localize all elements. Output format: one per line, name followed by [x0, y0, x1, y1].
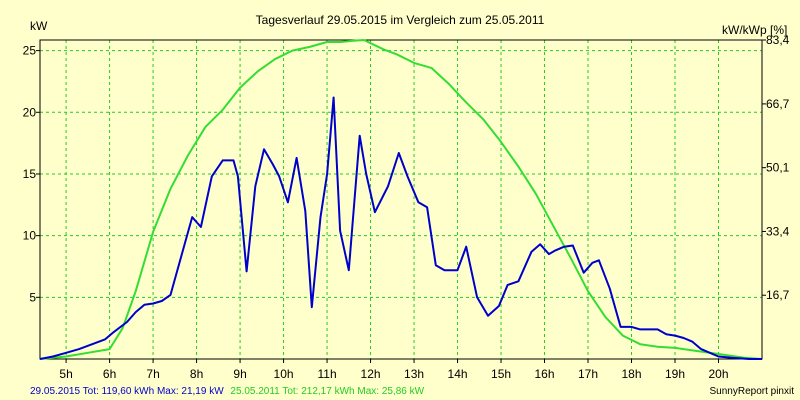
footer-legend-series-1: 29.05.2015 Tot: 119,60 kWh Max: 21,19 kW [30, 386, 224, 397]
x-tick-label: 7h [146, 367, 159, 381]
x-tick-label: 12h [361, 367, 381, 381]
y-tick-label-right: 16,7 [766, 288, 790, 302]
series-lines [39, 39, 763, 360]
x-tick-label: 18h [622, 367, 642, 381]
x-tick-label: 14h [448, 367, 468, 381]
y-tick-label-left: 15 [23, 167, 37, 181]
x-tick-label: 15h [491, 367, 511, 381]
chart-labels: Tagesverlauf 29.05.2015 im Vergleich zum… [30, 13, 794, 397]
x-tick-label: 19h [665, 367, 685, 381]
y-tick-label-left: 25 [23, 44, 37, 58]
y-tick-label-right: 33,4 [766, 224, 790, 238]
plot-area [40, 40, 762, 359]
series-line-25-05-2011 [39, 39, 763, 360]
x-tick-label: 6h [103, 367, 116, 381]
x-tick-label: 5h [59, 367, 72, 381]
plot-frame [39, 39, 763, 360]
axes: 5h 6h 7h 8h 9h 10h 11h 12h 13h 14h 15h 16h 17h 18h 19h… [23, 33, 790, 381]
series-line-29-05-2015 [39, 96, 762, 360]
x-tick-label: 17h [578, 367, 598, 381]
x-tick-label: 16h [535, 367, 555, 381]
grid [40, 40, 762, 359]
y-tick-label-left: 10 [23, 229, 37, 243]
chart-title: Tagesverlauf 29.05.2015 im Vergleich zum… [256, 13, 545, 27]
x-tick-label: 11h [317, 367, 336, 381]
y-tick-label-left: 20 [23, 105, 37, 119]
x-tick-label: 8h [190, 367, 203, 381]
plot-background [40, 40, 762, 359]
x-tick-label: 9h [233, 367, 246, 381]
y-tick-label-right: 50,1 [766, 161, 790, 175]
footer-legend-series-2: 25.05.2011 Tot: 212,17 kWh Max: 25,86 kW [230, 386, 424, 397]
x-tick-label: 10h [274, 367, 294, 381]
footer-brand: SunnyReport pinxit [710, 386, 795, 397]
y-tick-label-right: 66,7 [766, 97, 790, 111]
x-tick-label: 20h [708, 367, 728, 381]
y-axis-label-right: kW/kWp [%] [722, 23, 787, 37]
y-tick-label-left: 5 [29, 290, 36, 304]
footer-legend: 29.05.2015 Tot: 119,60 kWh Max: 21,19 kW… [30, 386, 425, 397]
y-axis-label-left: kW [30, 19, 48, 33]
y-tick-label-right: 83,4 [766, 33, 790, 47]
x-tick-label: 13h [404, 367, 424, 381]
